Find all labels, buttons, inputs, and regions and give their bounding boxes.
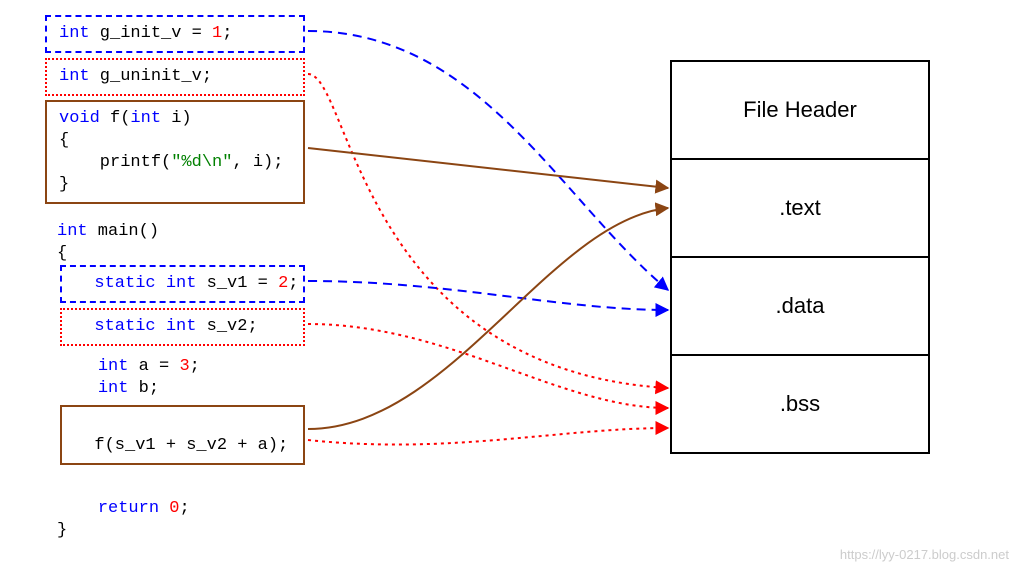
code-box-return: return 0; }: [45, 470, 305, 548]
section-bss: .bss: [670, 354, 930, 454]
section-text: .text: [670, 158, 930, 258]
code-token: [74, 317, 94, 336]
code-token: [57, 499, 98, 518]
code-token: int: [59, 24, 90, 43]
section-label: File Header: [743, 97, 857, 123]
code-box-main_decl: int main() {: [45, 215, 305, 271]
code-box-g_init_v: int g_init_v = 1;: [45, 15, 305, 53]
arrow-g_uninit_v-to-bss: [308, 74, 668, 388]
code-token: static int: [94, 274, 196, 293]
section-label: .bss: [780, 391, 820, 417]
code-token: int: [59, 67, 90, 86]
section-label: .text: [779, 195, 821, 221]
arrow-s_v2-to-bss: [308, 324, 668, 408]
code-token: g_init_v =: [90, 24, 212, 43]
code-box-s_v1: static int s_v1 = 2;: [60, 265, 305, 303]
code-box-s_v2: static int s_v2;: [60, 308, 305, 346]
section-data: .data: [670, 256, 930, 356]
code-token: 2: [278, 274, 288, 293]
code-token: void: [59, 109, 100, 128]
code-token: f(s_v1 + s_v2 + a);: [74, 436, 288, 455]
code-token: s_v2;: [196, 317, 257, 336]
arrow-func_f-to-text: [308, 148, 668, 188]
arrow-s_v2_dup-to-bss: [308, 428, 668, 445]
code-token: 3: [179, 357, 189, 376]
code-token: int: [98, 379, 129, 398]
arrow-g_init_v-to-data: [308, 31, 668, 290]
arrow-call_f-to-text: [308, 208, 668, 429]
watermark: https://lyy-0217.blog.csdn.net: [840, 547, 1009, 562]
code-token: ;: [222, 24, 232, 43]
code-token: static int: [94, 317, 196, 336]
code-token: f(: [100, 109, 131, 128]
code-token: b;: [128, 379, 159, 398]
code-token: s_v1 =: [196, 274, 278, 293]
code-token: g_uninit_v;: [90, 67, 212, 86]
code-token: "%d\n": [171, 153, 232, 172]
code-token: int: [98, 357, 129, 376]
code-token: 0: [169, 499, 179, 518]
code-token: [159, 499, 169, 518]
code-box-locals: int a = 3; int b;: [45, 350, 305, 406]
code-box-call_f: f(s_v1 + s_v2 + a);: [60, 405, 305, 465]
code-token: return: [98, 499, 159, 518]
code-token: [74, 274, 94, 293]
code-token: int: [130, 109, 161, 128]
code-box-g_uninit_v: int g_uninit_v;: [45, 58, 305, 96]
code-box-func_f: void f(int i) { printf("%d\n", i); }: [45, 100, 305, 204]
section-label: .data: [776, 293, 825, 319]
code-token: 1: [212, 24, 222, 43]
code-token: [57, 357, 98, 376]
code-token: int: [57, 222, 88, 241]
code-token: a =: [128, 357, 179, 376]
section-file_header: File Header: [670, 60, 930, 160]
arrow-s_v1-to-data: [308, 281, 668, 310]
sections-column: File Header .text .data .bss: [670, 60, 930, 454]
code-token: ;: [288, 274, 298, 293]
